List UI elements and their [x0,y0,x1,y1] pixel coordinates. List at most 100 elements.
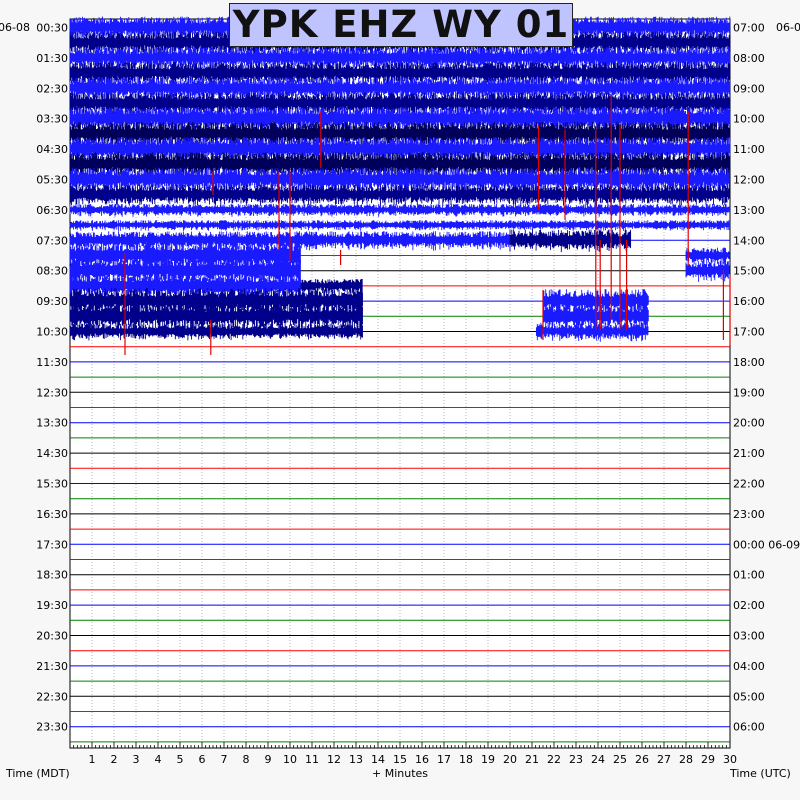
right-time-label: 00:00 06-09 [733,538,800,551]
x-tick-label: 17 [437,753,451,766]
left-time-label: 21:30 [36,660,68,673]
left-time-label: 07:30 [36,234,68,247]
right-time-label: 03:00 [733,630,765,643]
waveform-band [69,242,301,271]
right-time-label: 12:00 [733,174,765,187]
x-tick-label: 3 [133,753,140,766]
right-time-label: 09:00 [733,82,765,95]
waveform-band [69,92,731,117]
waveform-band [69,77,731,102]
left-time-label: 22:30 [36,690,68,703]
left-time-label: 13:30 [36,417,68,430]
waveform-band [69,152,731,179]
x-tick-label: 27 [657,753,671,766]
waveform-band [69,62,731,87]
x-tick-label: 18 [459,753,473,766]
left-time-label: 08:30 [36,265,68,278]
waveform-band [685,260,730,282]
x-tick-label: 2 [111,753,118,766]
x-tick-label: 22 [547,753,561,766]
x-tick-label: 16 [415,753,429,766]
xlabel-right: Time (UTC) [729,767,791,780]
date-label-right: 06-08 [776,21,800,34]
axes: 00:30 01:30 02:30 03:30 04:30 05:30 06:30 07:30… [0,21,800,780]
left-time-label: 15:30 [36,478,68,491]
right-time-label: 19:00 [733,386,765,399]
x-tick-label: 12 [327,753,341,766]
waveform-band [69,106,731,133]
left-time-label: 03:30 [36,113,68,126]
left-time-label: 05:30 [36,174,68,187]
right-time-label: 14:00 [733,234,765,247]
left-time-label: 01:30 [36,52,68,65]
waveform-band [69,121,731,149]
right-time-label: 20:00 [733,417,765,430]
x-tick-label: 11 [305,753,319,766]
x-tick-label: 23 [569,753,583,766]
right-time-label: 11:00 [733,143,765,156]
x-tick-label: 29 [701,753,715,766]
waveform-band [69,231,510,251]
right-time-label: 04:00 [733,660,765,673]
left-time-label: 18:30 [36,569,68,582]
right-time-label: 01:00 [733,569,765,582]
waveform-band [509,229,632,253]
right-time-label: 21:00 [733,447,765,460]
right-time-label: 07:00 [733,22,765,35]
right-time-label: 17:00 [733,326,765,339]
left-time-label: 12:30 [36,386,68,399]
x-tick-label: 26 [635,753,649,766]
right-time-label: 22:00 [733,478,765,491]
left-time-label: 23:30 [36,721,68,734]
left-time-label: 20:30 [36,630,68,643]
x-tick-label: 21 [525,753,539,766]
x-tick-label: 7 [221,753,228,766]
waveform-band [69,288,363,317]
x-tick-label: 19 [481,753,495,766]
x-tick-label: 25 [613,753,627,766]
x-tick-label: 4 [155,753,162,766]
waveform-band [69,257,301,286]
right-time-label: 15:00 [733,265,765,278]
x-tick-label: 15 [393,753,407,766]
chart-title: YPK EHZ WY 01 [229,3,573,47]
waveform-band [685,247,730,265]
right-time-label: 08:00 [733,52,765,65]
x-tick-label: 20 [503,753,517,766]
left-time-label: 06:30 [36,204,68,217]
left-time-label: 10:30 [36,326,68,339]
right-time-label: 18:00 [733,356,765,369]
waveform-band [535,322,649,342]
waveform-band [69,137,731,164]
x-tick-label: 13 [349,753,363,766]
x-tick-label: 14 [371,753,385,766]
right-time-label: 06:00 [733,721,765,734]
waveform-band [300,279,363,294]
left-time-label: 17:30 [36,538,68,551]
left-time-label: 16:30 [36,508,68,521]
x-tick-label: 1 [89,753,96,766]
left-time-label: 14:30 [36,447,68,460]
x-tick-label: 5 [177,753,184,766]
x-tick-label: 30 [723,753,737,766]
left-time-label: 19:30 [36,599,68,612]
xlabel-center: + Minutes [372,767,428,780]
right-time-label: 13:00 [733,204,765,217]
waveform-band [69,274,301,299]
waveform-band [69,46,731,71]
right-time-label: 05:00 [733,690,765,703]
waveform-signal [69,16,731,355]
right-time-label: 02:00 [733,599,765,612]
right-time-label: 10:00 [733,113,765,126]
right-time-label: 16:00 [733,295,765,308]
x-tick-label: 10 [283,753,297,766]
waveform-band [69,323,363,341]
waveform-band [69,303,363,332]
left-time-label: 11:30 [36,356,68,369]
x-tick-label: 28 [679,753,693,766]
left-time-label: 04:30 [36,143,68,156]
right-time-label: 23:00 [733,508,765,521]
x-tick-label: 8 [243,753,250,766]
left-time-label: 09:30 [36,295,68,308]
